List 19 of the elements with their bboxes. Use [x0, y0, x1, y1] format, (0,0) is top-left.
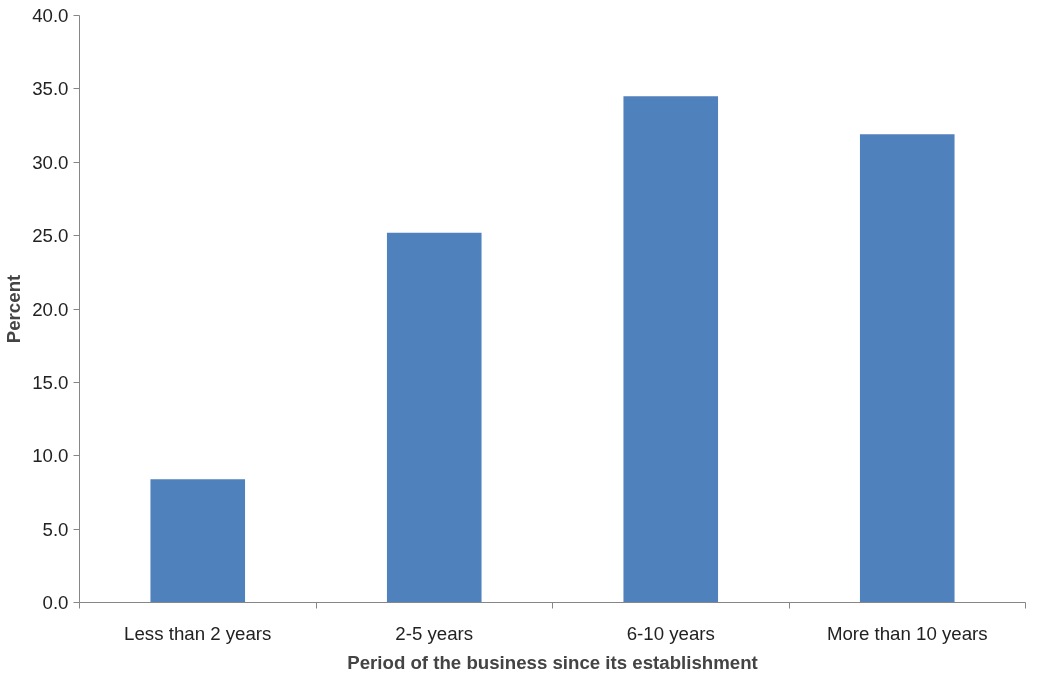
x-tick-label: Less than 2 years — [124, 622, 272, 644]
y-axis-title: Percent — [3, 274, 25, 344]
x-tick-label: 6-10 years — [626, 622, 715, 644]
y-tick-label: 20.0 — [32, 298, 69, 320]
y-tick-label: 10.0 — [32, 445, 69, 467]
y-tick-label: 15.0 — [32, 371, 69, 393]
bar — [386, 232, 482, 603]
y-tick-label: 35.0 — [32, 78, 69, 100]
y-tick-label: 5.0 — [42, 518, 69, 540]
bar — [859, 134, 955, 603]
bar — [150, 479, 246, 603]
x-axis-title: Period of the business since its establishment — [347, 651, 758, 673]
bar — [623, 96, 719, 603]
y-tick-label: 25.0 — [32, 225, 69, 247]
y-tick-label: 0.0 — [42, 592, 69, 613]
x-tick-label: 2-5 years — [395, 622, 474, 644]
y-tick-label: 30.0 — [32, 151, 69, 173]
y-tick-label: 40.0 — [32, 5, 69, 26]
x-tick-label: More than 10 years — [826, 622, 988, 644]
